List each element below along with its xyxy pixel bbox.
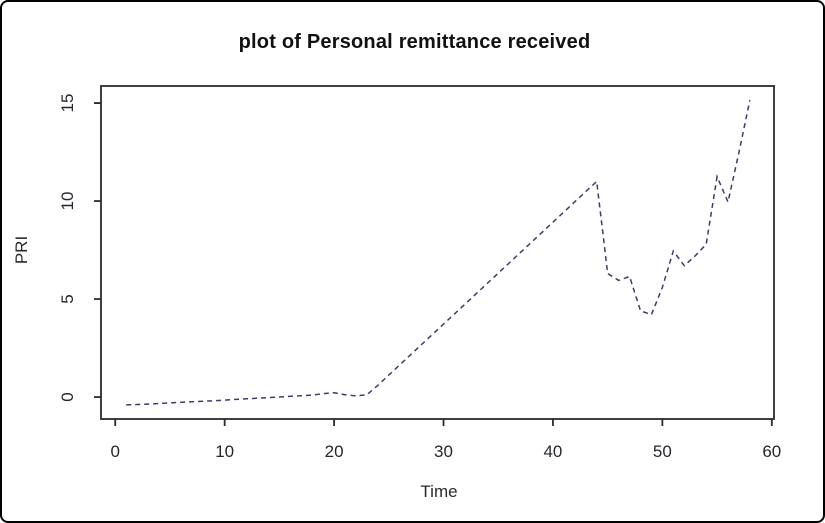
x-axis-label: Time [420, 482, 458, 501]
y-tick-label: 10 [58, 191, 77, 211]
y-tick-label: 0 [58, 392, 77, 402]
y-tick-label: 5 [58, 294, 77, 304]
x-tick-label: 40 [543, 442, 563, 461]
x-tick-label: 50 [652, 442, 672, 461]
plot-box [100, 85, 775, 420]
y-axis-label: PRI [12, 235, 31, 265]
x-tick-label: 20 [324, 442, 344, 461]
remittance-line [126, 99, 751, 406]
y-tick-label: 15 [58, 93, 77, 113]
x-tick-label: 0 [110, 442, 120, 461]
x-tick-label: 60 [762, 442, 782, 461]
x-tick-label: 30 [434, 442, 453, 461]
x-tick-label: 10 [215, 442, 235, 461]
chart-title: plot of Personal remittance received [238, 31, 591, 53]
